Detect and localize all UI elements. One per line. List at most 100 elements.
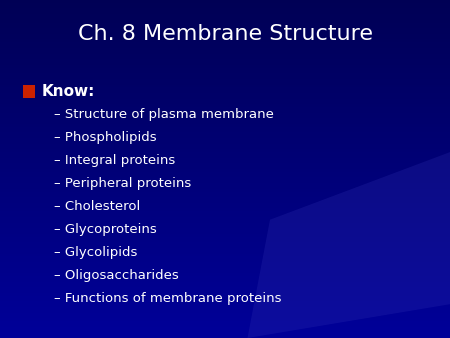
- Bar: [0, 242, 450, 245]
- Bar: [0, 53, 450, 56]
- Bar: [0, 203, 450, 206]
- Bar: [0, 127, 450, 129]
- Bar: [0, 0, 450, 3]
- Bar: [0, 59, 450, 62]
- Bar: [0, 124, 450, 127]
- Bar: [0, 327, 450, 330]
- Bar: [0, 155, 450, 158]
- Bar: [0, 76, 450, 79]
- Bar: [0, 192, 450, 194]
- Bar: [0, 6, 450, 8]
- Bar: [0, 222, 450, 225]
- Bar: [0, 48, 450, 51]
- Bar: [0, 51, 450, 53]
- Bar: [0, 254, 450, 256]
- Bar: [0, 62, 450, 65]
- Bar: [0, 251, 450, 254]
- Bar: [0, 8, 450, 11]
- Bar: [0, 37, 450, 40]
- Text: – Cholesterol: – Cholesterol: [54, 200, 140, 213]
- Bar: [0, 82, 450, 84]
- Bar: [0, 40, 450, 42]
- Bar: [0, 206, 450, 209]
- Bar: [0, 121, 450, 124]
- Bar: [0, 90, 450, 93]
- Bar: [0, 225, 450, 228]
- Bar: [0, 84, 450, 87]
- Bar: [0, 234, 450, 237]
- Bar: [0, 141, 450, 144]
- Bar: [0, 298, 450, 301]
- Bar: [0, 270, 450, 273]
- Bar: [0, 189, 450, 192]
- Bar: [0, 175, 450, 177]
- Bar: [0, 163, 450, 166]
- Text: – Glycolipids: – Glycolipids: [54, 246, 137, 259]
- Bar: [0, 332, 450, 335]
- Bar: [0, 166, 450, 169]
- Bar: [0, 301, 450, 304]
- Bar: [0, 42, 450, 45]
- Bar: [0, 25, 450, 28]
- Bar: [0, 330, 450, 332]
- Bar: [0, 245, 450, 248]
- Bar: [0, 259, 450, 262]
- Bar: [0, 321, 450, 324]
- Bar: [0, 220, 450, 222]
- Text: – Structure of plasma membrane: – Structure of plasma membrane: [54, 108, 274, 121]
- Bar: [0, 180, 450, 183]
- Bar: [0, 158, 450, 161]
- Bar: [0, 262, 450, 265]
- Bar: [0, 287, 450, 290]
- Bar: [0, 296, 450, 298]
- Bar: [0, 228, 450, 231]
- Bar: [0, 65, 450, 68]
- Bar: [0, 79, 450, 82]
- Bar: [0, 68, 450, 70]
- Bar: [0, 132, 450, 135]
- Bar: [0, 11, 450, 14]
- Bar: [0, 99, 450, 101]
- Text: – Functions of membrane proteins: – Functions of membrane proteins: [54, 292, 282, 305]
- Bar: [0, 93, 450, 96]
- Bar: [0, 14, 450, 17]
- Bar: [0, 17, 450, 20]
- Bar: [0, 194, 450, 197]
- Bar: [0, 324, 450, 327]
- Bar: [0, 87, 450, 90]
- Bar: [0, 217, 450, 220]
- Bar: [0, 285, 450, 287]
- Bar: [0, 70, 450, 73]
- Bar: [0, 268, 450, 270]
- Bar: [0, 211, 450, 214]
- Bar: [0, 138, 450, 141]
- Bar: [0, 56, 450, 59]
- Bar: [0, 3, 450, 6]
- Bar: [0, 28, 450, 31]
- Bar: [0, 34, 450, 37]
- Bar: [0, 239, 450, 242]
- Bar: [0, 144, 450, 146]
- Bar: [0, 273, 450, 276]
- Bar: [0, 209, 450, 211]
- Bar: [0, 318, 450, 321]
- Bar: [0, 310, 450, 313]
- Bar: [0, 96, 450, 99]
- Bar: [0, 113, 450, 116]
- Bar: [0, 231, 450, 234]
- Bar: [0, 256, 450, 259]
- Bar: [0, 135, 450, 138]
- Bar: [0, 110, 450, 113]
- Bar: [0, 282, 450, 285]
- Text: – Integral proteins: – Integral proteins: [54, 154, 175, 167]
- Text: Ch. 8 Membrane Structure: Ch. 8 Membrane Structure: [77, 24, 373, 44]
- Text: – Glycoproteins: – Glycoproteins: [54, 223, 157, 236]
- Text: Know:: Know:: [42, 84, 95, 99]
- Bar: [0, 116, 450, 118]
- Bar: [0, 152, 450, 155]
- Bar: [0, 172, 450, 175]
- Bar: [0, 307, 450, 310]
- Bar: [0, 45, 450, 48]
- FancyBboxPatch shape: [22, 85, 35, 98]
- Bar: [0, 177, 450, 180]
